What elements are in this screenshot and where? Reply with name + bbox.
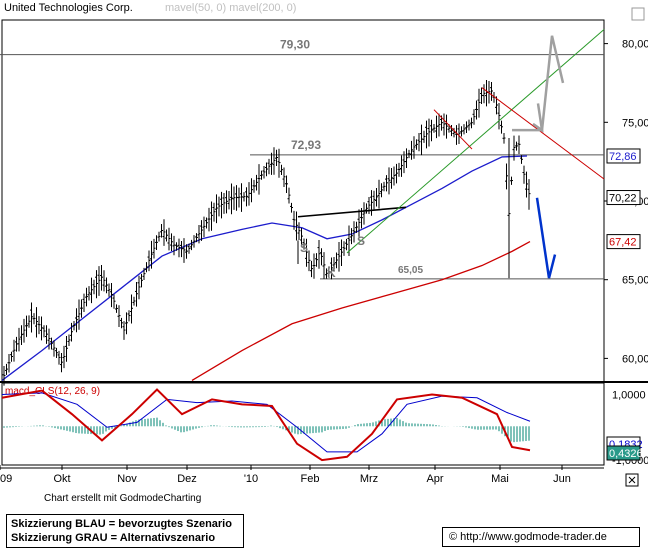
macd-line: [1, 388, 531, 462]
legend-blue: Skizzierung BLAU = bevorzugtes Szenario: [11, 518, 232, 530]
price-bars: [2, 80, 531, 386]
x-tick-label: '10: [244, 473, 258, 485]
source-link[interactable]: © http://www.godmode-trader.de: [442, 527, 640, 547]
channel-line-b: [481, 87, 605, 180]
level-label: 79,30: [280, 38, 310, 52]
value-badge-label: 67,42: [609, 237, 637, 249]
macd-y-tick-label: 1,0000: [612, 389, 646, 401]
y-tick-label: 80,00: [622, 39, 648, 51]
value-badge: [606, 148, 641, 164]
value-badge-label: 72,86: [609, 151, 637, 163]
value-badge: [606, 234, 641, 250]
x-tick-label: Mai: [491, 473, 509, 485]
channel-line-a: [433, 109, 473, 150]
pattern-k: K: [327, 266, 336, 280]
macd-value-badge-label: 0,4326: [609, 448, 643, 460]
grey-scenario-arrow: [512, 35, 565, 132]
neckline: [297, 206, 407, 218]
macd-label: macd_CLS(12, 26, 9): [5, 386, 100, 397]
x-tick-label: Jun: [553, 473, 571, 485]
company-name: United Technologies Corp.: [4, 2, 133, 14]
y-tick-label: 60,00: [622, 353, 648, 365]
macd-histogram: [3, 417, 530, 443]
zoom-icon: [631, 7, 645, 21]
chart-credit: Chart erstellt mit GodmodeCharting: [44, 493, 202, 504]
grey-arrow-tip: [532, 103, 544, 133]
x-tick-label: Okt: [53, 473, 70, 485]
blue-scenario-arrow: [535, 197, 557, 279]
level-label: 72,93: [291, 138, 321, 152]
x-tick-label: Mrz: [360, 473, 378, 485]
x-tick-label: Nov: [117, 473, 137, 485]
macd-value-badge: [606, 445, 641, 461]
ma50-line: [1, 155, 528, 381]
pattern-s-right: S: [357, 234, 365, 248]
value-badge: [606, 190, 641, 206]
value-badge-label: 70,22: [609, 193, 637, 205]
x-tick-label: 09: [0, 473, 12, 485]
level-label: 65,05: [398, 265, 423, 276]
x-tick-label: Feb: [301, 473, 320, 485]
indicator-label: mavel(50, 0) mavel(200, 0): [165, 2, 296, 14]
close-icon-stroke: [628, 476, 636, 484]
y-tick-label: 65,00: [622, 275, 648, 287]
legend-grey: Skizzierung GRAU = Alternativszenario: [11, 532, 216, 544]
uptrend-line: [346, 29, 605, 254]
price-panel-frame: [1, 19, 605, 383]
scenario-legend: Skizzierung BLAU = bevorzugtes Szenario …: [6, 514, 244, 548]
x-tick-label: Apr: [426, 473, 443, 485]
ma200-line: [191, 241, 531, 381]
x-tick-label: Dez: [177, 473, 197, 485]
pattern-s-left: S: [300, 241, 308, 255]
y-tick-label: 75,00: [622, 117, 648, 129]
